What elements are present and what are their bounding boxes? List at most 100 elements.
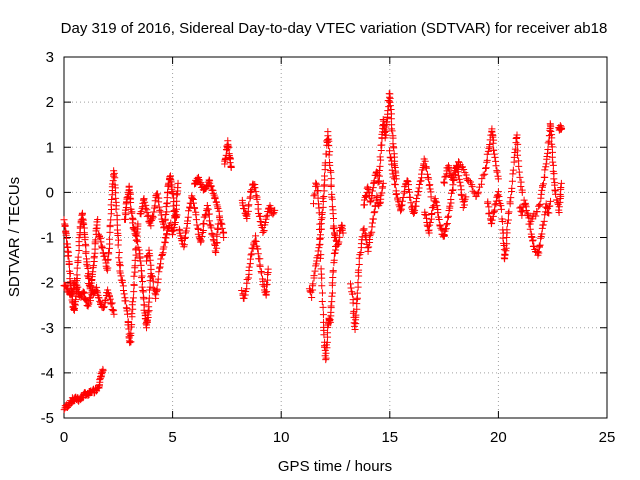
data-point xyxy=(258,269,266,277)
data-point xyxy=(485,144,493,152)
data-point xyxy=(155,198,163,206)
data-point xyxy=(116,269,124,277)
data-point xyxy=(386,153,394,161)
data-point xyxy=(205,217,213,225)
data-point xyxy=(184,217,192,225)
data-point xyxy=(64,252,72,260)
data-point xyxy=(92,225,100,233)
data-point xyxy=(417,177,425,185)
data-point xyxy=(447,196,455,204)
data-point xyxy=(339,229,347,237)
data-point xyxy=(130,272,138,280)
data-point xyxy=(309,280,317,288)
y-tick-label: -5 xyxy=(41,410,54,427)
data-point xyxy=(330,230,338,238)
data-point xyxy=(262,213,270,221)
data-point xyxy=(118,278,126,286)
data-point xyxy=(94,215,102,223)
data-point xyxy=(536,200,544,208)
data-point xyxy=(328,292,336,300)
data-point xyxy=(399,193,407,201)
data-point xyxy=(145,294,153,302)
data-point xyxy=(547,197,555,205)
data-point xyxy=(543,153,551,161)
data-point xyxy=(404,178,412,186)
data-point xyxy=(364,185,372,193)
data-point xyxy=(227,164,235,172)
data-point xyxy=(542,160,550,168)
data-point xyxy=(537,234,545,242)
data-point xyxy=(131,256,139,264)
data-point xyxy=(147,265,155,273)
data-point xyxy=(318,274,326,282)
y-tick-label: 0 xyxy=(46,184,54,201)
data-point xyxy=(62,228,70,236)
x-tick-label: 5 xyxy=(168,429,176,446)
data-point xyxy=(72,296,80,304)
data-point xyxy=(418,170,426,178)
data-point xyxy=(243,276,251,284)
x-tick-label: 20 xyxy=(490,429,507,446)
data-point xyxy=(101,252,109,260)
data-point xyxy=(489,139,497,147)
data-point xyxy=(410,209,418,217)
data-point xyxy=(106,221,114,229)
data-point xyxy=(173,211,181,219)
data-point xyxy=(327,168,335,176)
data-point xyxy=(328,195,336,203)
data-point xyxy=(379,179,387,187)
data-point xyxy=(485,209,493,217)
data-point xyxy=(314,187,322,195)
data-point xyxy=(225,144,233,152)
data-point xyxy=(557,125,565,133)
data-point xyxy=(375,177,383,185)
data-point xyxy=(538,186,546,194)
data-point xyxy=(144,211,152,219)
data-point xyxy=(545,209,553,217)
data-point xyxy=(499,234,507,242)
data-point xyxy=(532,212,540,220)
data-point xyxy=(415,181,423,189)
data-point xyxy=(549,158,557,166)
data-point xyxy=(493,168,501,176)
data-point xyxy=(171,218,179,226)
data-point xyxy=(135,246,143,254)
data-point xyxy=(137,267,145,275)
data-point xyxy=(240,294,248,302)
data-point xyxy=(315,225,323,233)
data-point xyxy=(253,195,261,203)
data-point xyxy=(353,289,361,297)
data-point xyxy=(506,198,514,206)
data-point xyxy=(66,270,74,278)
data-point xyxy=(354,279,362,287)
data-point xyxy=(140,195,148,203)
y-tick-label: -1 xyxy=(41,230,54,247)
data-point xyxy=(351,326,359,334)
data-point xyxy=(251,184,259,192)
data-point xyxy=(128,209,136,217)
tick-labels: 0 5 10 15 20 25 -5 -4 -3 -2 -1 0 1 2 3 xyxy=(41,49,616,446)
data-point xyxy=(535,249,543,257)
data-point xyxy=(161,238,169,246)
data-point xyxy=(490,146,498,154)
y-axis-label: SDTVAR / TECUs xyxy=(6,177,23,297)
data-point xyxy=(364,247,372,255)
data-point xyxy=(183,224,191,232)
data-point xyxy=(212,198,220,206)
data-point xyxy=(207,182,215,190)
data-point xyxy=(509,166,517,174)
data-point xyxy=(376,199,384,207)
data-point xyxy=(191,204,199,212)
data-point xyxy=(509,170,517,178)
data-point xyxy=(146,252,154,260)
data-point xyxy=(193,221,201,229)
data-point xyxy=(82,249,90,257)
data-point xyxy=(127,199,135,207)
data-point xyxy=(541,173,549,181)
data-point xyxy=(501,251,509,259)
data-point xyxy=(140,295,148,303)
data-point xyxy=(87,282,95,290)
data-point xyxy=(488,219,496,227)
data-point xyxy=(325,141,333,149)
data-point xyxy=(329,267,337,275)
